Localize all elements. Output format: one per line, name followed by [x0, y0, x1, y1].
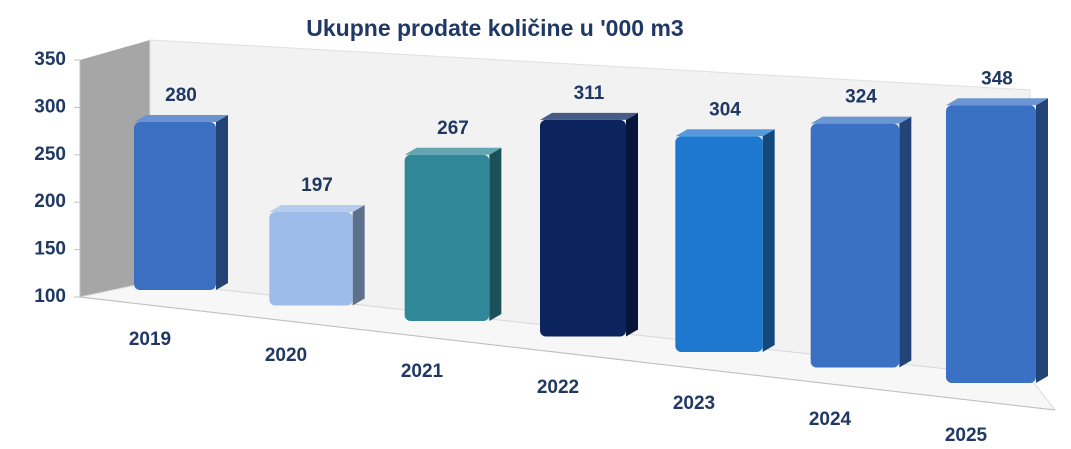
value-label: 197	[301, 175, 333, 196]
bar-side	[352, 204, 365, 306]
bar	[946, 105, 1036, 384]
x-tick-label: 2024	[809, 409, 852, 430]
bar-side	[216, 115, 228, 290]
y-tick-label: 250	[34, 144, 66, 165]
x-tick-label: 2020	[265, 345, 307, 366]
side-wall	[80, 40, 150, 297]
bar	[404, 154, 490, 321]
bar-side	[762, 129, 775, 352]
bar-top	[134, 115, 228, 123]
x-tick-label: 2022	[537, 377, 579, 398]
bar-top	[404, 147, 502, 155]
bar-side	[1036, 98, 1048, 384]
x-tick-label: 2019	[129, 329, 171, 350]
chart-title: Ukupne prodate količine u '000 m3	[306, 15, 683, 41]
bar	[269, 211, 353, 306]
bar-top	[675, 129, 775, 137]
bar-top	[810, 116, 912, 124]
y-tick-label: 300	[34, 96, 66, 117]
value-label: 324	[845, 87, 877, 108]
bar-side	[899, 116, 912, 368]
y-tick-label: 150	[34, 239, 66, 260]
bar	[134, 122, 216, 290]
value-label: 348	[981, 68, 1013, 89]
value-label: 280	[165, 85, 197, 106]
bar-top	[540, 112, 638, 120]
bar	[810, 123, 900, 368]
x-tick-label: 2025	[945, 425, 988, 446]
y-tick-label: 200	[34, 191, 66, 212]
x-tick-label: 2021	[401, 361, 444, 382]
value-label: 304	[709, 99, 741, 120]
value-label: 267	[437, 118, 469, 139]
value-label: 311	[574, 83, 605, 104]
x-axis	[79, 296, 1056, 411]
bar-top	[946, 98, 1048, 106]
bar-side	[626, 112, 638, 337]
y-tick-label: 350	[34, 49, 66, 70]
bar-top	[269, 204, 365, 212]
y-tick-label: 100	[34, 286, 66, 307]
x-tick-label: 2023	[673, 393, 715, 414]
bar-side	[489, 147, 502, 321]
bar	[540, 119, 626, 337]
bar	[675, 136, 763, 352]
